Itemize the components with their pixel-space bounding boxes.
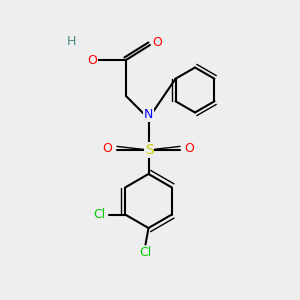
Text: O: O [153,35,162,49]
Text: H: H [67,35,76,49]
Text: O: O [103,142,112,155]
Text: O: O [185,142,194,155]
Text: O: O [88,53,97,67]
Text: N: N [144,108,153,122]
Text: Cl: Cl [93,208,105,221]
Text: Cl: Cl [140,246,152,260]
Text: S: S [145,143,154,157]
